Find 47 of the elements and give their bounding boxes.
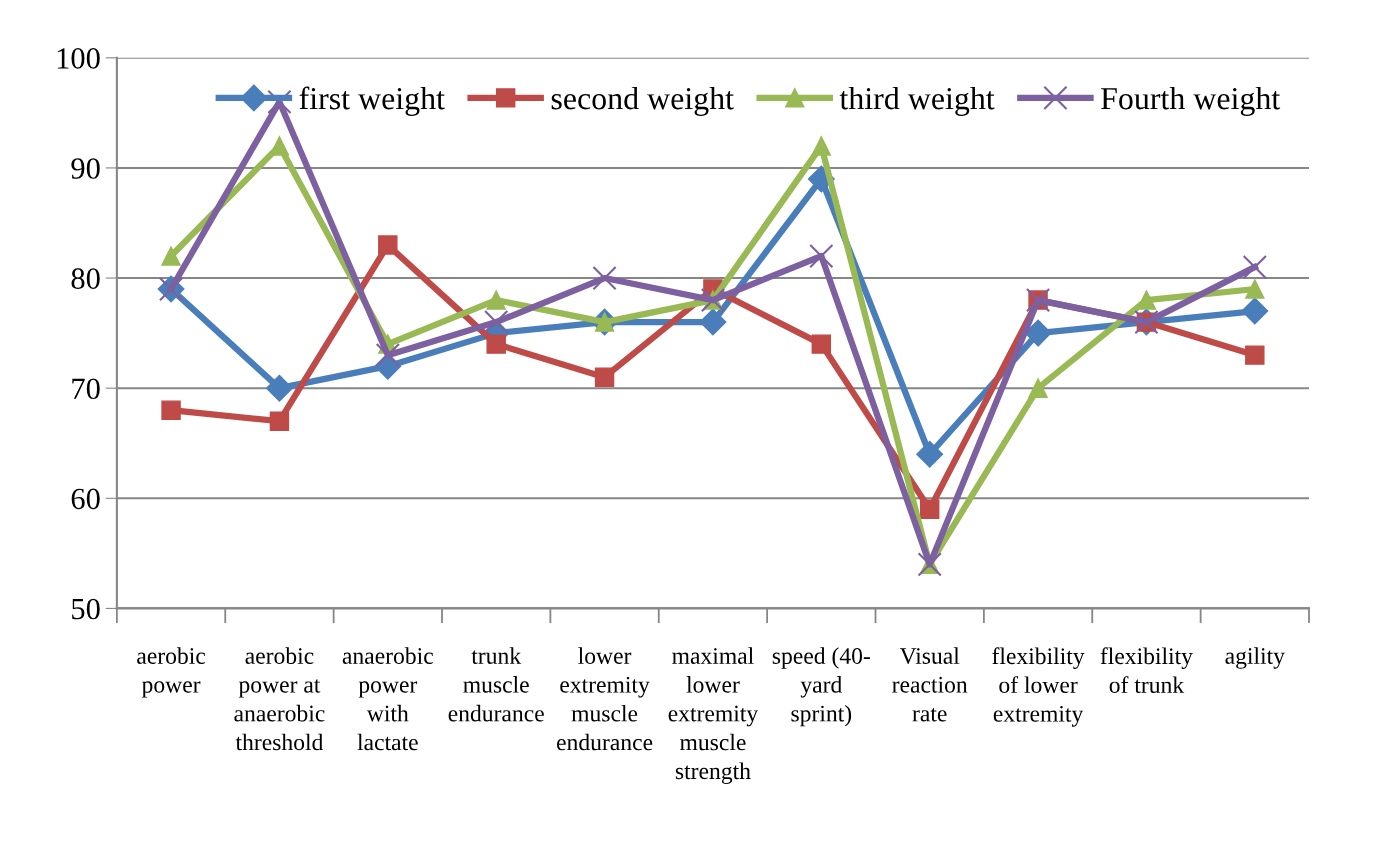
legend-label: Fourth weight [1101, 86, 1281, 116]
point [161, 400, 181, 420]
point [269, 411, 290, 431]
x-tick-label: trunk muscle endurance [448, 647, 544, 722]
point [484, 309, 509, 335]
y-tick-label: 80 [71, 268, 100, 289]
point [699, 308, 727, 336]
point [811, 334, 832, 354]
point [594, 367, 615, 387]
point [269, 136, 290, 156]
point [1245, 345, 1265, 365]
point [916, 440, 944, 468]
x-tick-label: agility [1225, 647, 1285, 669]
point [378, 235, 398, 255]
point [375, 342, 400, 368]
point [811, 136, 832, 156]
x-tick-label: aerobic power at anaerobic threshold [234, 647, 325, 751]
legend-label: third weight [839, 86, 995, 116]
legend-label: second weight [551, 86, 734, 116]
point [592, 265, 617, 291]
point [486, 334, 506, 354]
point [919, 499, 940, 520]
x-tick-label: anaerobic power with lactate [342, 647, 433, 751]
point [1136, 290, 1157, 310]
point [1024, 319, 1052, 347]
point [1245, 279, 1265, 299]
x-tick-label: Visual reaction rate [892, 647, 968, 722]
point [161, 246, 181, 266]
point [265, 374, 293, 402]
y-tick-label: 60 [71, 488, 100, 510]
y-tick-label: 50 [72, 598, 100, 620]
x-tick-label: lower extremity muscle endurance [556, 647, 653, 751]
x-tick-label: aerobic power [137, 647, 206, 698]
point [486, 290, 506, 310]
point [1242, 254, 1267, 280]
y-tick-label: 70 [72, 378, 100, 400]
x-tick-label: flexibility of trunk [1100, 647, 1193, 694]
point [1241, 297, 1269, 325]
y-tick-label: 100 [57, 48, 100, 69]
point [809, 243, 834, 269]
x-tick-label: maximal lower extremity muscle strength [668, 647, 759, 784]
x-tick-label: speed (40- yard sprint) [772, 647, 870, 727]
legend-label: first weight [299, 86, 445, 116]
x-tick-label: flexibility of lower extremity [992, 647, 1085, 727]
point [267, 89, 292, 115]
point [1028, 378, 1048, 398]
y-tick-label: 90 [71, 158, 100, 179]
